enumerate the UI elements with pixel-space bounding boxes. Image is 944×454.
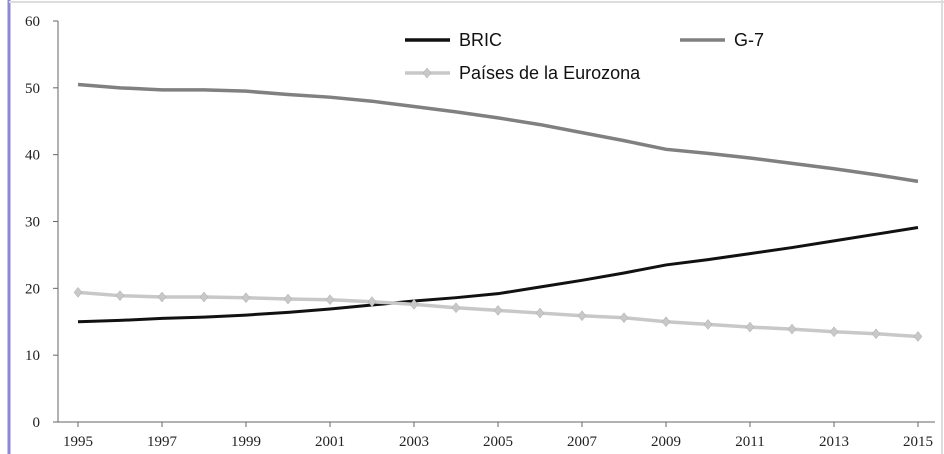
marker [535, 307, 545, 319]
x-tick-label: 1997 [147, 434, 178, 450]
marker [619, 312, 629, 324]
y-tick-label: 20 [25, 281, 40, 297]
y-tick-label: 0 [33, 415, 41, 431]
legend-label: G-7 [734, 30, 764, 50]
marker [115, 290, 125, 302]
y-tick-label: 50 [25, 81, 40, 97]
marker [745, 321, 755, 333]
marker [241, 292, 251, 304]
marker [157, 291, 167, 303]
marker [325, 294, 335, 306]
marker [367, 296, 377, 308]
marker [871, 328, 881, 340]
legend-marker [422, 67, 432, 79]
legend-label: BRIC [459, 30, 502, 50]
series-line [77, 82, 919, 184]
marker [451, 302, 461, 314]
x-tick-label: 1999 [231, 434, 261, 450]
x-tick-label: 2001 [315, 434, 345, 450]
marker [73, 286, 83, 298]
marker [409, 298, 419, 310]
x-tick-label: 2013 [819, 434, 849, 450]
marker [703, 319, 713, 330]
marker [283, 293, 293, 305]
y-tick-label: 30 [25, 215, 40, 231]
marker [577, 310, 587, 322]
x-tick-label: 2011 [735, 434, 764, 450]
x-tick-label: 2015 [903, 434, 933, 450]
x-tick-label: 2003 [399, 434, 429, 450]
x-tick-label: 2005 [483, 434, 513, 450]
marker [199, 291, 209, 303]
legend-label: Países de la Eurozona [459, 63, 641, 83]
y-tick-label: 40 [25, 148, 40, 164]
series-line [77, 226, 919, 324]
y-tick-label: 10 [25, 348, 40, 364]
marker [661, 316, 671, 328]
x-tick-label: 1995 [63, 434, 93, 450]
x-tick-label: 2007 [567, 434, 598, 450]
marker [787, 323, 797, 335]
marker [829, 326, 839, 338]
marker [913, 331, 923, 342]
marker [493, 304, 503, 316]
y-tick-label: 60 [25, 14, 40, 30]
x-tick-label: 2009 [651, 434, 681, 450]
